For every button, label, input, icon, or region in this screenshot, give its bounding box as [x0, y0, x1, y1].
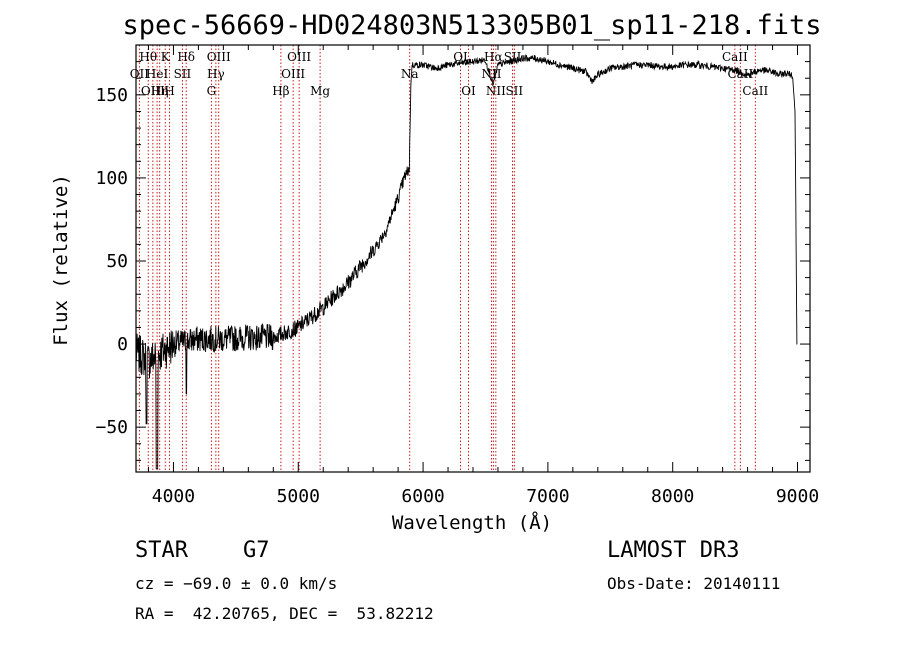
spectral-line-label: Hβ: [272, 84, 289, 98]
spectral-line-label: CaII: [742, 84, 768, 98]
spectral-line-label: HeI: [146, 67, 169, 81]
x-tick-label: 6000: [401, 486, 444, 507]
spectral-line-label: Hα: [484, 50, 503, 64]
spectral-line-label: OIII: [141, 84, 165, 98]
spectral-line-label: SII: [505, 84, 523, 98]
spectral-line-label: CaII: [722, 50, 748, 64]
spectral-line-label: OIII: [281, 67, 305, 81]
spectral-line-label: OI: [461, 84, 476, 98]
x-tick-label: 8000: [651, 486, 694, 507]
spectral-line-label: OII: [130, 67, 150, 81]
spectral-line-labels: OIIHθOIIIHeIHηKHSIIHδGHγOIIIHβOIIIOIIIMg…: [130, 50, 769, 98]
spectral-line-label: H: [164, 84, 174, 98]
spectral-line-label: Hδ: [177, 50, 195, 64]
coordinates: RA = 42.20765, DEC = 53.82212: [135, 604, 434, 623]
spectral-line-label: SII: [174, 67, 192, 81]
y-tick-label: −50: [95, 417, 128, 438]
spectrum-line: [135, 54, 798, 470]
y-axis-label: Flux (relative): [50, 174, 72, 346]
chart-title: spec-56669-HD024803N513305B01_sp11-218.f…: [123, 10, 822, 41]
spectral-line-label: OIII: [287, 50, 311, 64]
y-tick-label: 100: [95, 168, 128, 189]
survey-name: LAMOST DR3: [607, 538, 740, 563]
spectral-line-label: Hθ: [139, 50, 157, 64]
y-tick-label: 0: [117, 334, 128, 355]
spectral-line-label: NII: [486, 84, 506, 98]
spectrum-series: [135, 54, 798, 470]
spectral-line-label: K: [161, 50, 171, 64]
object-subclass: G7: [243, 538, 270, 563]
redshift-velocity: cz = −69.0 ± 0.0 km/s: [135, 574, 338, 593]
spectral-line-label: Hγ: [207, 67, 225, 81]
x-tick-label: 9000: [776, 486, 819, 507]
plot-frame: [135, 44, 811, 473]
observation-date: Obs-Date: 20140111: [607, 574, 781, 593]
x-tick-label: 7000: [526, 486, 569, 507]
y-tick-label: 50: [106, 251, 128, 272]
spectral-line-label: Na: [401, 67, 419, 81]
object-class: STAR: [135, 538, 188, 563]
spectral-line-label: G: [207, 84, 217, 98]
x-axis-label: Wavelength (Å): [392, 511, 552, 534]
spectral-line-label: OIII: [207, 50, 231, 64]
axis-ticks: 4000 5000 6000 7000 8000 9000 −50 0 50 100 150: [95, 44, 819, 507]
x-tick-label: 5000: [277, 486, 320, 507]
x-tick-label: 4000: [152, 486, 195, 507]
spectral-line-label: Mg: [310, 84, 330, 98]
spectral-line-markers: [138, 45, 756, 472]
spectral-line-label: Hη: [151, 84, 169, 98]
y-tick-label: 150: [95, 85, 128, 106]
